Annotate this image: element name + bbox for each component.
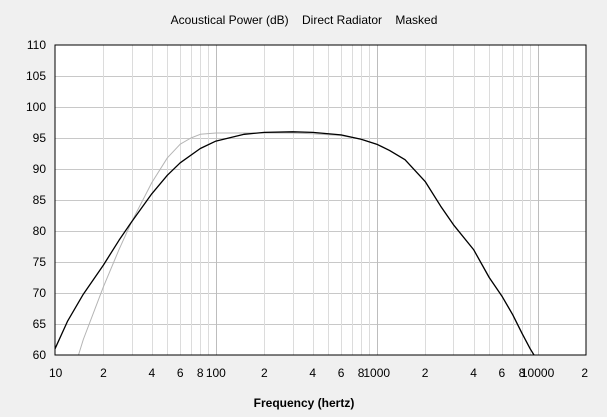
x-tick-label: 4 (309, 366, 316, 380)
x-tick-label: 4 (470, 366, 477, 380)
x-tick-label: 4 (149, 366, 156, 380)
y-tick-label: 75 (33, 255, 47, 269)
y-tick-label: 95 (33, 131, 47, 145)
chart-title: Acoustical Power (dB) Direct Radiator Ma… (171, 13, 438, 27)
grid (55, 45, 586, 355)
y-tick-label: 60 (33, 348, 47, 362)
x-tick-label: 10 (49, 366, 63, 380)
x-tick-label: 2 (261, 366, 268, 380)
x-tick-label: 2 (100, 366, 107, 380)
y-tick-label: 80 (33, 224, 47, 238)
x-tick-label: 8 (197, 366, 204, 380)
series-line-main (54, 131, 535, 356)
y-tick-label: 110 (27, 38, 46, 52)
x-tick-label: 100 (206, 366, 226, 380)
y-tick-label: 85 (33, 193, 47, 207)
y-tick-label: 70 (33, 286, 47, 300)
y-tick-label: 105 (26, 69, 46, 83)
x-tick-label: 6 (499, 366, 506, 380)
plot-border (54, 44, 587, 356)
y-tick-label: 100 (26, 100, 46, 114)
x-tick-label: 6 (177, 366, 184, 380)
series-group (54, 131, 535, 356)
x-tick-label: 10000 (521, 366, 555, 380)
x-tick-label: 6 (338, 366, 345, 380)
x-tick-label: 2 (581, 366, 588, 380)
x-axis-label: Frequency (hertz) (254, 396, 355, 410)
x-tick-label: 1000 (363, 366, 390, 380)
x-tick-label: 2 (422, 366, 429, 380)
x-tick-label: 8 (519, 366, 526, 380)
y-tick-label: 65 (33, 317, 47, 331)
y-axis-ticks: 60 65 70 75 80 85 90 95 100 105 110 (26, 38, 46, 362)
x-tick-label: 8 (358, 366, 365, 380)
y-tick-label: 90 (33, 162, 47, 176)
